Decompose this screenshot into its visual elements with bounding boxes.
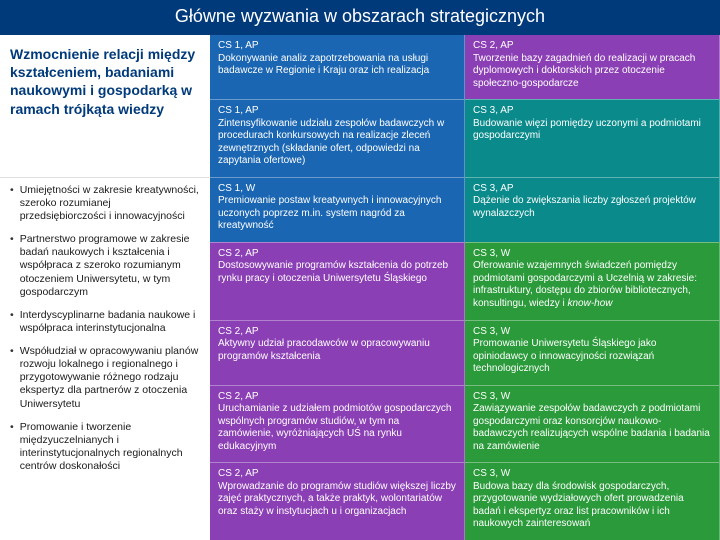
slide: Główne wyzwania w obszarach strategiczny… — [0, 0, 720, 540]
mid-cell: CS 2, APDostosowywanie programów kształc… — [210, 242, 465, 320]
cell-text: Budowa bazy dla środowisk gospodarczych,… — [473, 481, 711, 531]
cell-text: Promowanie Uniwersytetu Śląskiego jako o… — [473, 338, 711, 376]
mid-cell: CS 2, APAktywny udział pracodawców w opr… — [210, 320, 465, 385]
bullet-item: Współudział w opracowywaniu planów rozwo… — [10, 345, 199, 411]
cell-text: Zintensyfikowanie udziału zespołów badaw… — [218, 118, 456, 168]
bullet-item: Interdyscyplinarne badania naukowe i wsp… — [10, 309, 199, 335]
slide-title: Główne wyzwania w obszarach strategiczny… — [0, 0, 720, 35]
cell-code: CS 2, AP — [218, 248, 456, 261]
cell-text: Premiowanie postaw kreatywnych i innowac… — [218, 195, 456, 233]
right-cell: CS 3, WOferowanie wzajemnych świadczeń p… — [465, 242, 720, 320]
cell-text: Tworzenie bazy zagadnień do realizacji w… — [473, 53, 711, 91]
mid-cell: CS 1, APZintensyfikowanie udziału zespoł… — [210, 99, 465, 177]
content-grid: Wzmocnienie relacji między kształceniem,… — [0, 35, 720, 540]
cell-text: Wprowadzanie do programów studiów większ… — [218, 481, 456, 519]
right-cell: CS 3, WBudowa bazy dla środowisk gospoda… — [465, 462, 720, 540]
cell-code: CS 3, W — [473, 248, 711, 261]
right-cell: CS 3, WZawiązywanie zespołów badawczych … — [465, 385, 720, 463]
mid-cell: CS 2, APUruchamianie z udziałem podmiotó… — [210, 385, 465, 463]
cell-text: Uruchamianie z udziałem podmiotów gospod… — [218, 403, 456, 453]
cell-text: Budowanie więzi pomiędzy uczonymi a podm… — [473, 118, 711, 143]
bullet-item: Partnerstwo programowe w zakresie badań … — [10, 233, 199, 299]
cell-text: Dążenie do zwiększania liczby zgłoszeń p… — [473, 195, 711, 220]
cell-code: CS 2, AP — [473, 40, 711, 53]
cell-text: Oferowanie wzajemnych świadczeń pomiędzy… — [473, 260, 711, 310]
cell-code: CS 1, AP — [218, 105, 456, 118]
cell-code: CS 3, AP — [473, 183, 711, 196]
mid-cell: CS 2, APWprowadzanie do programów studió… — [210, 462, 465, 540]
right-cell: CS 2, APTworzenie bazy zagadnień do real… — [465, 35, 720, 99]
mid-cell: CS 1, WPremiowanie postaw kreatywnych i … — [210, 177, 465, 242]
cell-text: Dokonywanie analiz zapotrzebowania na us… — [218, 53, 456, 78]
bullet-item: Promowanie i tworzenie międzyuczelnianyc… — [10, 421, 199, 474]
cell-code: CS 2, AP — [218, 326, 456, 339]
cell-text: Dostosowywanie programów kształcenia do … — [218, 260, 456, 285]
cell-text: Zawiązywanie zespołów badawczych z podmi… — [473, 403, 711, 453]
right-cell: CS 3, APDążenie do zwiększania liczby zg… — [465, 177, 720, 242]
cell-code: CS 3, W — [473, 391, 711, 404]
cell-code: CS 3, AP — [473, 105, 711, 118]
left-bullets: Umiejętności w zakresie kreatywności, sz… — [0, 177, 210, 540]
cell-code: CS 1, W — [218, 183, 456, 196]
cell-code: CS 3, W — [473, 468, 711, 481]
right-cell: CS 3, APBudowanie więzi pomiędzy uczonym… — [465, 99, 720, 177]
cell-text: Aktywny udział pracodawców w opracowywan… — [218, 338, 456, 363]
right-cell: CS 3, WPromowanie Uniwersytetu Śląskiego… — [465, 320, 720, 385]
cell-code: CS 3, W — [473, 326, 711, 339]
cell-code: CS 2, AP — [218, 468, 456, 481]
bullet-item: Umiejętności w zakresie kreatywności, sz… — [10, 184, 199, 223]
cell-code: CS 1, AP — [218, 40, 456, 53]
cell-code: CS 2, AP — [218, 391, 456, 404]
mid-cell: CS 1, APDokonywanie analiz zapotrzebowan… — [210, 35, 465, 99]
left-header: Wzmocnienie relacji między kształceniem,… — [0, 35, 210, 177]
